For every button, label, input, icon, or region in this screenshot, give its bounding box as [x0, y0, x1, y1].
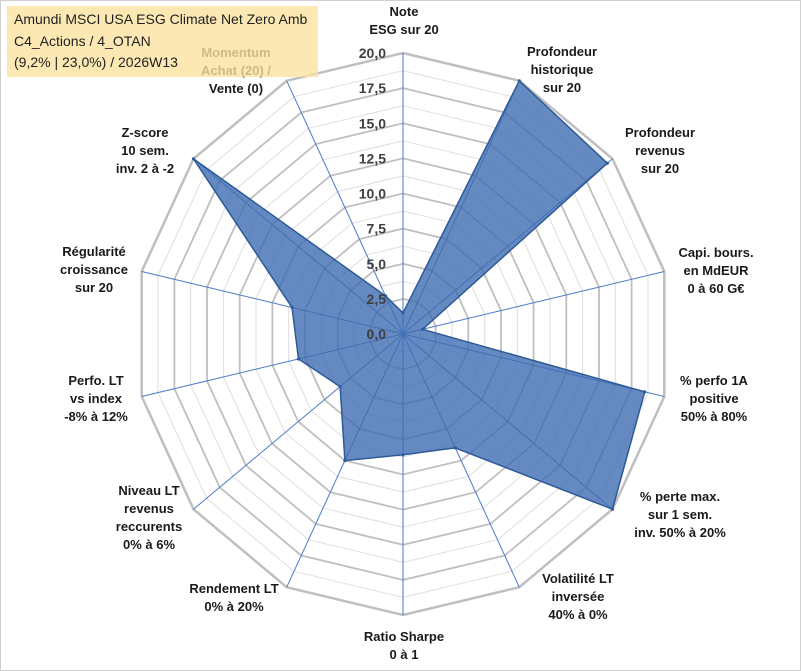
tick-label: 10,0	[359, 186, 386, 202]
axis-label-capi-bours: Capi. bours. en MdEUR 0 à 60 G€	[678, 245, 754, 296]
chart-title-line-fund: Amundi MSCI USA ESG Climate Net Zero Amb	[14, 11, 308, 27]
axis-spoke	[286, 80, 404, 335]
data-point	[296, 357, 301, 361]
tick-label: 2,5	[367, 291, 387, 307]
tick-label: 17,5	[359, 80, 386, 96]
chart-title: Amundi MSCI USA ESG Climate Net Zero Amb…	[7, 6, 318, 74]
axis-label-perfo-lt: Perfo. LT vs index -8% à 12%	[64, 373, 128, 424]
data-point	[605, 161, 609, 165]
axis-label-profondeur-historique: Profondeur historique sur 20	[526, 44, 598, 95]
value-axis-tick-labels: 0,0 2,5 5,0 7,5 10,0 12,5 15,0 17,5 20,0	[359, 45, 386, 342]
data-point	[401, 311, 405, 315]
tick-label: 0,0	[367, 326, 387, 342]
axis-label-regularite: Régularité croissance sur 20	[60, 244, 128, 295]
data-point	[290, 305, 294, 309]
data-point	[643, 390, 647, 394]
tick-label: 20,0	[359, 45, 386, 61]
data-point	[384, 294, 388, 298]
chart-title-line-stats: (9,2% | 23,0%) / 2026W13	[14, 54, 178, 70]
chart-title-box: Amundi MSCI USA ESG Climate Net Zero Amb…	[7, 6, 318, 77]
axis-label-note-esg: Note ESG sur 20	[369, 4, 439, 37]
axis-spoke	[402, 271, 665, 335]
axis-label-ratio-sharpe: Ratio Sharpe 0 à 1	[363, 629, 445, 662]
tick-label: 7,5	[367, 221, 387, 237]
axis-label-rendement-lt: Rendement LT 0% à 20%	[189, 581, 279, 614]
data-point	[191, 157, 196, 161]
axis-label-niveau-lt: Niveau LT revenus reccurents 0% à 6%	[115, 483, 183, 552]
tick-label: 15,0	[359, 115, 386, 131]
data-point	[401, 453, 405, 457]
chart-title-line-category: C4_Actions / 4_OTAN	[14, 32, 151, 49]
data-point	[338, 385, 342, 389]
data-point	[343, 459, 347, 463]
tick-label: 12,5	[359, 150, 386, 166]
data-series	[191, 79, 647, 511]
axis-label-volatilite-lt: Volatilité LT inversée 40% à 0%	[542, 571, 614, 622]
tick-label: 5,0	[367, 256, 387, 272]
axis-label-profondeur-revenus: Profondeur revenus sur 20	[624, 125, 696, 176]
data-point	[517, 79, 521, 83]
data-point	[610, 507, 615, 511]
axis-label-z-score: Z-score 10 sem. inv. 2 à -2	[115, 125, 175, 176]
title-box-background	[7, 6, 318, 77]
data-point	[421, 327, 425, 331]
data-point	[453, 446, 457, 450]
axis-label-perfo-1a: % perfo 1A positive 50% à 80%	[680, 373, 748, 424]
axis-label-perte-max: % perte max. sur 1 sem. inv. 50% à 20%	[634, 489, 726, 540]
